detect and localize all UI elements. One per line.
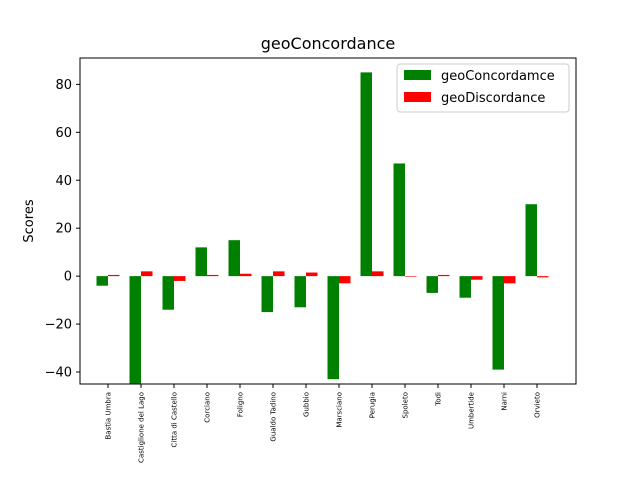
x-tick-label: Marsciano bbox=[336, 392, 344, 428]
discordance-bar-9 bbox=[372, 271, 384, 277]
concordance-bar-14 bbox=[525, 204, 537, 277]
x-tick-label: Umbertide bbox=[468, 392, 476, 429]
concordance-bar-11 bbox=[426, 276, 438, 293]
discordance-bar-12 bbox=[471, 276, 483, 280]
y-tick-label: 40 bbox=[55, 174, 72, 189]
concordance-bar-9 bbox=[360, 72, 372, 277]
discordance-bar-7 bbox=[306, 272, 318, 277]
discordance-bar-5 bbox=[240, 273, 252, 277]
x-tick-label: Corciano bbox=[204, 392, 212, 423]
concordance-bar-13 bbox=[492, 276, 504, 370]
discordance-bar-10 bbox=[405, 276, 417, 277]
x-tick-label: Castiglione del Lago bbox=[138, 392, 146, 463]
discordance-bar-3 bbox=[174, 276, 186, 281]
legend-swatch-discordance bbox=[404, 92, 431, 102]
concordance-bar-10 bbox=[393, 163, 405, 277]
discordance-bar-14 bbox=[537, 276, 549, 278]
concordance-bar-4 bbox=[195, 247, 207, 277]
x-tick-label: Gubbio bbox=[303, 392, 311, 417]
y-tick-label: 0 bbox=[64, 270, 72, 285]
concordance-bar-8 bbox=[327, 276, 339, 380]
concordance-bar-3 bbox=[162, 276, 174, 310]
x-tick-label: Bastia Umbra bbox=[105, 392, 113, 440]
legend: geoConcordamce geoDiscordance bbox=[396, 63, 570, 113]
plot-frame bbox=[79, 57, 577, 385]
y-tick-label: −40 bbox=[45, 366, 72, 381]
x-tick-label: Citta di Castello bbox=[171, 392, 179, 448]
discordance-bar-1 bbox=[108, 274, 120, 277]
legend-label-concordance: geoConcordamce bbox=[441, 69, 555, 84]
discordance-bar-8 bbox=[339, 276, 351, 284]
discordance-bar-2 bbox=[141, 271, 153, 277]
x-tick-label: Foligno bbox=[237, 392, 245, 417]
x-tick-label: Narni bbox=[501, 392, 509, 411]
discordance-bar-4 bbox=[207, 274, 219, 277]
plot-area: −40 −20 0 20 40 60 80 Bastia Umbra Castiglione d… bbox=[45, 72, 549, 463]
chart-title: geoConcordance bbox=[261, 34, 396, 53]
concordance-bar-6 bbox=[261, 276, 273, 313]
x-tick-label: Orvieto bbox=[534, 392, 542, 418]
y-tick-label: 60 bbox=[55, 126, 72, 141]
x-tick-label: Gualdo Tadino bbox=[270, 392, 278, 442]
legend-swatch-concordance bbox=[404, 70, 431, 80]
concordance-bar-2 bbox=[129, 276, 141, 384]
discordance-bar-13 bbox=[504, 276, 516, 284]
discordance-bar-6 bbox=[273, 271, 285, 277]
discordance-bar-11 bbox=[438, 274, 450, 277]
y-tick-label: 80 bbox=[55, 78, 72, 93]
y-tick-label: −20 bbox=[45, 318, 72, 333]
y-tick-label: 20 bbox=[55, 222, 72, 237]
legend-label-discordance: geoDiscordance bbox=[441, 91, 545, 106]
y-axis-label: Scores bbox=[22, 199, 37, 242]
concordance-bar-12 bbox=[459, 276, 471, 298]
legend-box bbox=[396, 63, 570, 113]
concordance-bar-5 bbox=[228, 240, 240, 277]
x-tick-label: Todi bbox=[435, 392, 443, 407]
concordance-bar-1 bbox=[96, 276, 108, 286]
x-tick-label: Spoleto bbox=[402, 392, 410, 418]
x-tick-label: Perugia bbox=[369, 392, 377, 418]
concordance-bar-7 bbox=[294, 276, 306, 308]
